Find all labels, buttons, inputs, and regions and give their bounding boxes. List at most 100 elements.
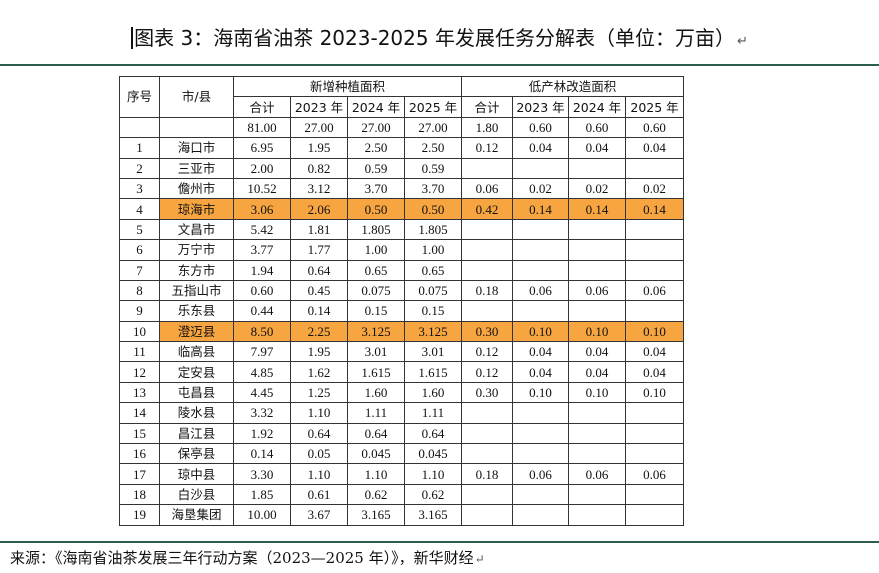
row-value-cell bbox=[625, 239, 685, 261]
row-value-cell bbox=[512, 239, 570, 261]
row-value-cell: 10.52 bbox=[233, 177, 291, 200]
row-value-cell bbox=[461, 483, 514, 506]
totals-cell: 0.60 bbox=[625, 116, 685, 139]
row-value-cell: 1.77 bbox=[290, 239, 348, 261]
row-city-cell: 定安县 bbox=[159, 361, 234, 383]
row-value-cell: 0.15 bbox=[347, 300, 405, 322]
row-value-cell: 0.075 bbox=[403, 279, 463, 302]
row-value-cell: 3.06 bbox=[233, 198, 291, 220]
row-value-cell bbox=[512, 259, 570, 281]
row-city-cell: 儋州市 bbox=[159, 177, 234, 200]
row-value-cell: 1.81 bbox=[290, 218, 348, 241]
text-cursor bbox=[131, 27, 134, 49]
row-value-cell: 0.64 bbox=[290, 422, 348, 445]
row-value-cell bbox=[625, 422, 685, 445]
row-number-cell: 6 bbox=[119, 239, 160, 261]
row-value-cell bbox=[461, 422, 514, 445]
row-number-cell: 7 bbox=[119, 259, 160, 281]
row-value-cell bbox=[568, 422, 627, 445]
row-value-cell: 0.14 bbox=[290, 300, 348, 322]
row-value-cell bbox=[461, 443, 514, 465]
row-value-cell: 1.94 bbox=[233, 259, 291, 281]
row-value-cell: 1.805 bbox=[347, 218, 405, 241]
header-subcolumn: 合计 bbox=[233, 96, 291, 118]
row-value-cell: 0.06 bbox=[625, 279, 685, 302]
row-value-cell: 1.805 bbox=[403, 218, 463, 241]
row-value-cell: 0.04 bbox=[568, 341, 627, 363]
row-value-cell: 3.125 bbox=[347, 320, 405, 343]
bottom-divider bbox=[0, 541, 879, 543]
header-group-low-yield-renovation: 低产林改造面积 bbox=[461, 75, 685, 98]
row-value-cell: 3.01 bbox=[347, 341, 405, 363]
row-value-cell: 0.10 bbox=[625, 320, 685, 343]
row-city-cell: 海口市 bbox=[159, 137, 234, 159]
row-value-cell: 0.50 bbox=[403, 198, 463, 220]
table-row: 2 三亚市 2.00 0.82 0.59 0.59 bbox=[119, 157, 685, 179]
row-value-cell: 0.14 bbox=[233, 443, 291, 465]
paragraph-return-mark: ↵ bbox=[736, 34, 748, 49]
row-value-cell bbox=[568, 483, 627, 506]
row-value-cell: 3.30 bbox=[233, 463, 291, 485]
row-value-cell: 0.14 bbox=[512, 198, 570, 220]
table-row: 1 海口市 6.95 1.95 2.50 2.50 0.12 0.04 0.04 0.04 bbox=[119, 137, 685, 159]
header-subcolumn: 2025 年 bbox=[625, 96, 685, 118]
row-value-cell: 0.59 bbox=[347, 157, 405, 179]
row-number-cell: 1 bbox=[119, 137, 160, 159]
row-number-cell: 17 bbox=[119, 463, 160, 485]
row-value-cell bbox=[568, 504, 627, 526]
row-value-cell: 0.14 bbox=[625, 198, 685, 220]
row-value-cell: 3.32 bbox=[233, 402, 291, 424]
header-subcolumn: 2023 年 bbox=[290, 96, 348, 118]
row-value-cell: 0.06 bbox=[568, 463, 627, 485]
row-value-cell: 0.06 bbox=[625, 463, 685, 485]
table-row: 18 白沙县 1.85 0.61 0.62 0.62 bbox=[119, 483, 685, 506]
row-value-cell: 0.18 bbox=[461, 463, 514, 485]
row-value-cell: 3.67 bbox=[290, 504, 348, 526]
totals-cell: 27.00 bbox=[347, 116, 405, 139]
row-city-cell: 保亭县 bbox=[159, 443, 234, 465]
row-value-cell bbox=[461, 300, 514, 322]
row-value-cell: 0.04 bbox=[625, 361, 685, 383]
row-value-cell: 3.12 bbox=[290, 177, 348, 200]
row-number-cell: 12 bbox=[119, 361, 160, 383]
row-value-cell: 1.11 bbox=[347, 402, 405, 424]
totals-cell: 1.80 bbox=[461, 116, 514, 139]
row-value-cell: 0.04 bbox=[568, 137, 627, 159]
row-number-cell: 3 bbox=[119, 177, 160, 200]
row-value-cell: 1.10 bbox=[347, 463, 405, 485]
row-value-cell bbox=[625, 259, 685, 281]
table-row: 15 昌江县 1.92 0.64 0.64 0.64 bbox=[119, 422, 685, 445]
header-subcolumn: 2024 年 bbox=[347, 96, 405, 118]
totals-city-cell bbox=[159, 116, 234, 139]
row-value-cell: 1.62 bbox=[290, 361, 348, 383]
row-value-cell: 0.65 bbox=[347, 259, 405, 281]
totals-cell: 0.60 bbox=[568, 116, 627, 139]
table-row: 11 临高县 7.97 1.95 3.01 3.01 0.12 0.04 0.04 0.04 bbox=[119, 341, 685, 363]
table-row: 9 乐东县 0.44 0.14 0.15 0.15 bbox=[119, 300, 685, 322]
row-value-cell: 0.59 bbox=[403, 157, 463, 179]
header-subcolumn: 2023 年 bbox=[512, 96, 570, 118]
row-value-cell: 6.95 bbox=[233, 137, 291, 159]
source-note-text: 来源：《海南省油茶发展三年行动方案（2023—2025 年）》，新华财经 bbox=[10, 549, 474, 567]
row-value-cell: 0.82 bbox=[290, 157, 348, 179]
table-row: 5 文昌市 5.42 1.81 1.805 1.805 bbox=[119, 218, 685, 241]
row-value-cell bbox=[461, 157, 514, 179]
row-value-cell bbox=[512, 483, 570, 506]
row-value-cell: 0.12 bbox=[461, 341, 514, 363]
row-value-cell: 3.70 bbox=[403, 177, 463, 200]
row-value-cell: 0.62 bbox=[347, 483, 405, 506]
row-value-cell: 0.61 bbox=[290, 483, 348, 506]
row-value-cell: 0.04 bbox=[512, 341, 570, 363]
row-value-cell bbox=[625, 300, 685, 322]
row-value-cell bbox=[625, 402, 685, 424]
header-seq: 序号 bbox=[119, 76, 160, 118]
header-city: 市/县 bbox=[159, 76, 234, 118]
row-value-cell: 1.10 bbox=[290, 463, 348, 485]
row-number-cell: 13 bbox=[119, 381, 160, 404]
row-value-cell bbox=[625, 157, 685, 179]
row-value-cell: 0.10 bbox=[512, 381, 570, 404]
row-value-cell bbox=[512, 504, 570, 526]
row-value-cell: 0.14 bbox=[568, 198, 627, 220]
row-value-cell: 1.60 bbox=[403, 381, 463, 404]
row-city-cell: 澄迈县 bbox=[159, 320, 234, 343]
